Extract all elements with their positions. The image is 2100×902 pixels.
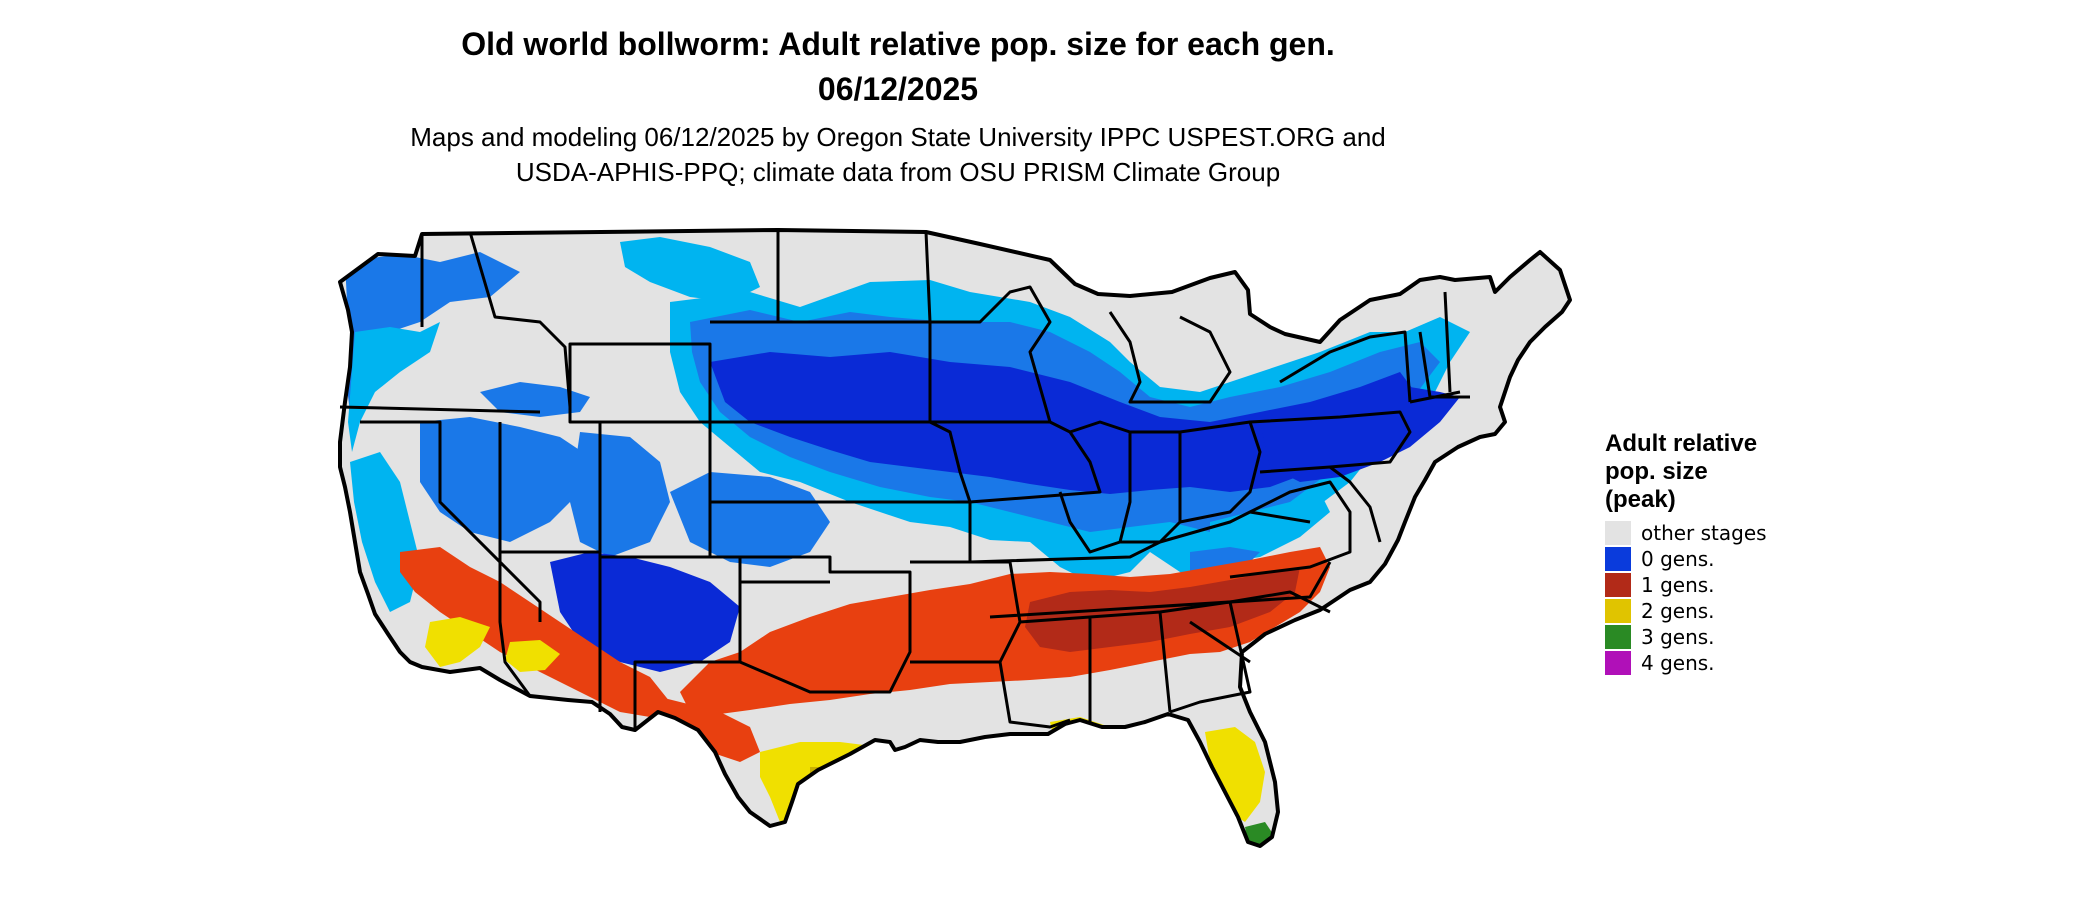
us-map xyxy=(338,228,1572,848)
border-or-ca xyxy=(339,405,541,414)
border-nv-ca xyxy=(360,420,542,622)
legend-item: 4 gens. xyxy=(1605,650,1845,676)
border-az xyxy=(498,552,532,697)
blue-zone-montana xyxy=(620,237,760,302)
blue-zone-appalachia xyxy=(1210,492,1330,562)
legend-title: Adult relative pop. size (peak) xyxy=(1605,430,1845,514)
legend-swatch xyxy=(1605,625,1631,649)
red-zone-southwest xyxy=(400,547,670,717)
legend-item: 3 gens. xyxy=(1605,624,1845,650)
legend-swatch xyxy=(1605,599,1631,623)
border-ky-tn xyxy=(969,510,1332,619)
red-zone-south-band xyxy=(680,547,1330,714)
yellow-zone-florida xyxy=(1205,727,1265,822)
legend-swatch xyxy=(1605,547,1631,571)
border-new-england xyxy=(1409,291,1470,404)
legend-item: 2 gens. xyxy=(1605,598,1845,624)
border-ok-tx xyxy=(710,555,912,694)
blue-zone-northeast xyxy=(1260,387,1460,482)
border-mn-ia xyxy=(930,420,1102,504)
blue-zone-arizona-nm xyxy=(550,552,740,672)
map-credits: Maps and modeling 06/12/2025 by Oregon S… xyxy=(0,120,1796,190)
legend-swatch xyxy=(1605,521,1631,545)
legend-swatch xyxy=(1605,573,1631,597)
map-title: Old world bollworm: Adult relative pop. … xyxy=(0,22,1796,112)
legend-items: other stages 0 gens. 1 gens. 2 gens. 3 gens.… xyxy=(1605,520,1845,676)
legend-title-line-3: (peak) xyxy=(1605,486,1676,513)
blue-zone-utah xyxy=(570,432,670,557)
credits-line-2: USDA-APHIS-PPQ; climate data from OSU PR… xyxy=(515,157,1281,187)
blue-zone-plains-dark xyxy=(710,352,1415,494)
red-zone-texas-west xyxy=(640,692,760,762)
zone-1-gens xyxy=(400,547,1330,762)
legend-label: 2 gens. xyxy=(1641,599,1715,623)
border-id-mt xyxy=(468,231,572,408)
legend: Adult relative pop. size (peak) other st… xyxy=(1605,430,1845,676)
legend-swatch xyxy=(1605,651,1631,675)
legend-title-line-2: pop. size xyxy=(1605,458,1708,485)
border-mi xyxy=(1108,311,1232,404)
blue-zone-northwest-light xyxy=(348,322,440,452)
title-line-2: 06/12/2025 xyxy=(817,71,979,107)
border-il xyxy=(1058,420,1132,554)
blue-zone-idaho-band xyxy=(480,382,590,417)
border-ny xyxy=(1279,330,1412,403)
border-md-de xyxy=(1329,465,1382,543)
legend-label: 3 gens. xyxy=(1641,625,1715,649)
red-zone-south-dark xyxy=(1025,567,1300,652)
border-oh xyxy=(1179,420,1262,524)
legend-label: 0 gens. xyxy=(1641,547,1715,571)
yellow-zone-texas-gulf-dark xyxy=(810,767,910,822)
legend-title-line-1: Adult relative xyxy=(1605,430,1758,457)
border-ne-ks xyxy=(710,420,972,504)
yellow-zone-texas-gulf xyxy=(760,742,940,846)
title-line-1: Old world bollworm: Adult relative pop. … xyxy=(461,26,1335,62)
legend-item: 1 gens. xyxy=(1605,572,1845,598)
blue-zone-northwest xyxy=(345,252,520,412)
legend-item: other stages xyxy=(1605,520,1845,546)
border-la xyxy=(910,660,1071,729)
credits-line-1: Maps and modeling 06/12/2025 by Oregon S… xyxy=(410,122,1386,152)
yellow-zone-arizona-2 xyxy=(505,640,560,672)
legend-label: other stages xyxy=(1641,521,1767,545)
legend-item: 0 gens. xyxy=(1605,546,1845,572)
border-va-nc xyxy=(1229,480,1352,579)
legend-label: 1 gens. xyxy=(1641,573,1715,597)
border-ms-al xyxy=(1019,600,1252,722)
yellow-zone-arizona xyxy=(425,617,490,667)
border-wi xyxy=(930,285,1052,423)
blue-zone-great-basin xyxy=(420,417,590,542)
legend-label: 4 gens. xyxy=(1641,651,1715,675)
